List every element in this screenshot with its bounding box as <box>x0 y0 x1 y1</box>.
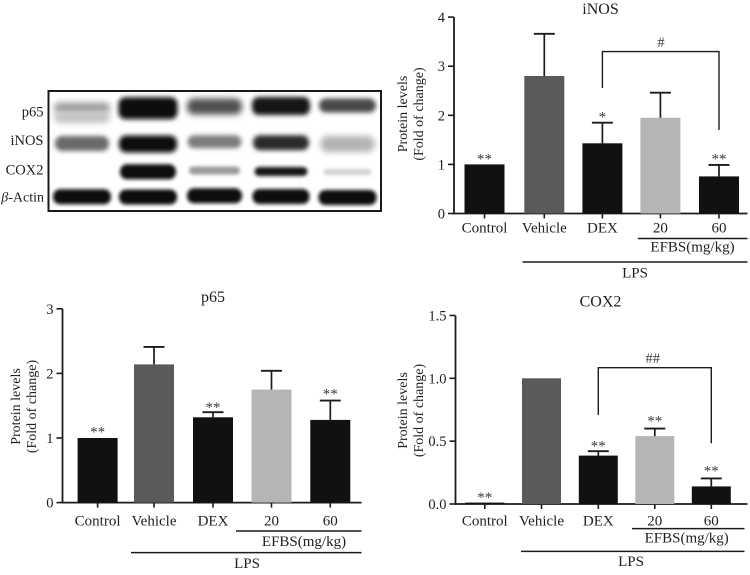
svg-text:Protein levels: Protein levels <box>396 372 411 449</box>
svg-text:COX2: COX2 <box>6 163 44 179</box>
svg-text:0: 0 <box>438 207 445 223</box>
svg-text:0.0: 0.0 <box>428 497 446 513</box>
svg-text:**: ** <box>323 387 338 403</box>
svg-text:β-Actin: β-Actin <box>0 191 44 206</box>
svg-text:COX2: COX2 <box>580 294 622 311</box>
svg-text:DEX: DEX <box>583 513 614 529</box>
svg-text:(Fold of change): (Fold of change) <box>412 364 427 458</box>
svg-text:p65: p65 <box>201 289 225 306</box>
svg-text:*: * <box>599 110 607 126</box>
svg-text:**: ** <box>206 400 221 416</box>
svg-text:EFBS(mg/kg): EFBS(mg/kg) <box>645 531 729 547</box>
svg-text:**: ** <box>591 439 606 455</box>
svg-text:1.0: 1.0 <box>428 371 446 387</box>
svg-text:Protein levels: Protein levels <box>396 76 411 153</box>
svg-text:0: 0 <box>46 496 53 512</box>
svg-text:20: 20 <box>264 513 279 529</box>
svg-text:Control: Control <box>462 513 508 529</box>
svg-text:(Fold of change): (Fold of change) <box>412 67 427 161</box>
svg-text:#: # <box>657 35 664 51</box>
svg-text:3: 3 <box>46 302 53 318</box>
svg-text:LPS: LPS <box>234 556 260 570</box>
svg-text:2: 2 <box>438 108 445 124</box>
svg-text:1: 1 <box>438 157 445 173</box>
svg-text:LPS: LPS <box>618 554 644 570</box>
svg-text:Control: Control <box>462 221 508 237</box>
svg-text:DEX: DEX <box>198 513 229 529</box>
svg-text:**: ** <box>477 152 492 168</box>
svg-text:Vehicle: Vehicle <box>519 513 564 529</box>
svg-text:2: 2 <box>46 366 53 382</box>
svg-text:Protein levels: Protein levels <box>9 368 24 445</box>
svg-text:p65: p65 <box>22 105 44 121</box>
svg-text:(Fold of change): (Fold of change) <box>25 360 40 454</box>
svg-text:EFBS(mg/kg): EFBS(mg/kg) <box>650 240 734 256</box>
svg-text:1: 1 <box>46 431 53 447</box>
svg-text:**: ** <box>477 490 492 506</box>
svg-text:iNOS: iNOS <box>582 1 618 18</box>
svg-text:1.5: 1.5 <box>428 308 446 324</box>
svg-text:iNOS: iNOS <box>10 133 43 149</box>
svg-text:3: 3 <box>438 59 445 75</box>
svg-text:Control: Control <box>75 513 121 529</box>
svg-text:**: ** <box>90 425 105 441</box>
svg-text:##: ## <box>645 351 660 367</box>
svg-text:20: 20 <box>653 221 668 237</box>
svg-text:LPS: LPS <box>622 266 648 282</box>
svg-text:**: ** <box>712 152 727 168</box>
svg-text:4: 4 <box>438 10 446 26</box>
svg-text:0.5: 0.5 <box>428 434 446 450</box>
svg-text:**: ** <box>704 464 719 480</box>
svg-text:20: 20 <box>647 513 662 529</box>
svg-text:Vehicle: Vehicle <box>522 221 567 237</box>
svg-text:EFBS(mg/kg): EFBS(mg/kg) <box>262 534 346 550</box>
svg-text:60: 60 <box>323 513 338 529</box>
svg-text:DEX: DEX <box>587 221 618 237</box>
svg-text:**: ** <box>647 414 662 430</box>
svg-text:Vehicle: Vehicle <box>132 513 177 529</box>
svg-text:60: 60 <box>712 221 727 237</box>
svg-text:60: 60 <box>704 513 719 529</box>
